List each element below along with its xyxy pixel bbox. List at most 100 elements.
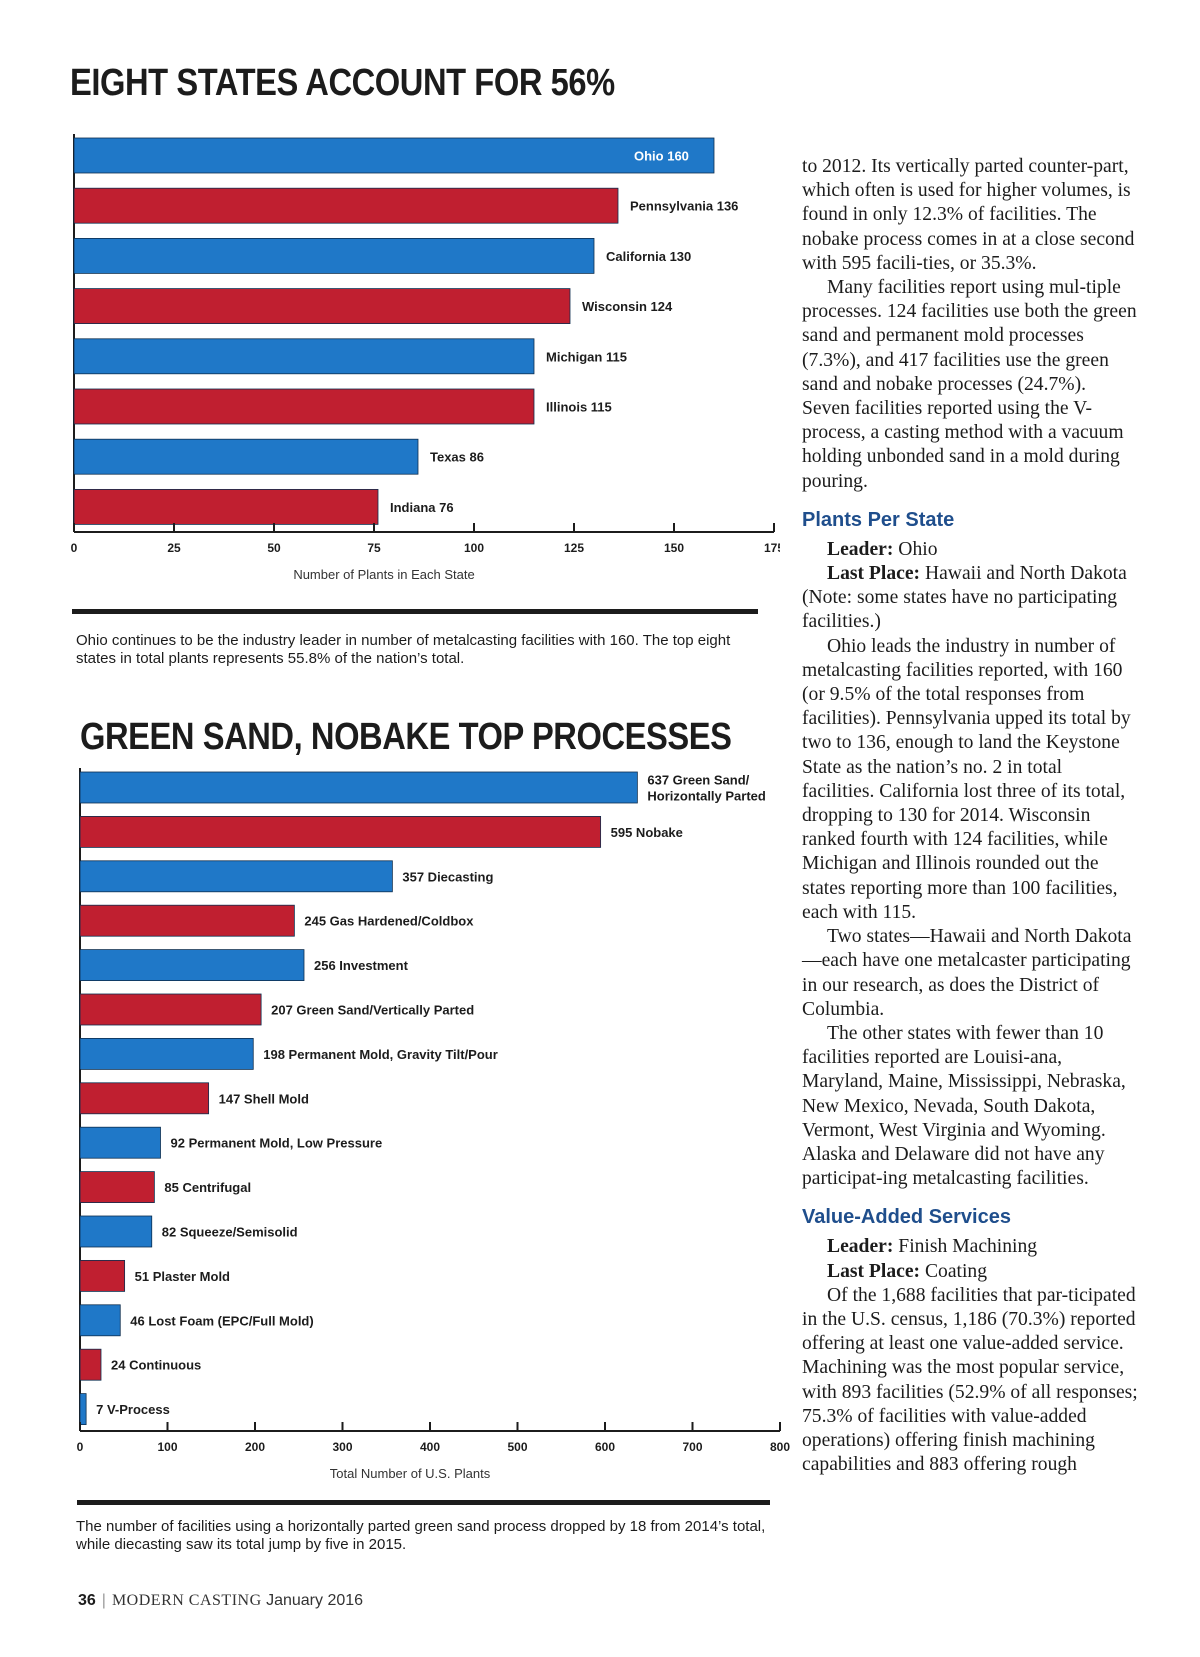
states-bar-chart: Ohio 160 Pennsylvania 136 California 130 Wi… (71, 134, 780, 582)
bar-label: 147 Shell Mold (219, 1091, 309, 1106)
x-tick-label: 0 (77, 1440, 84, 1454)
chart-divider-rule (77, 1500, 770, 1505)
x-tick-label: 25 (167, 541, 181, 555)
bar-nobake (79, 816, 602, 848)
bar-michigan (73, 338, 535, 375)
x-tick-label: 50 (267, 541, 281, 555)
x-tick-label: 75 (367, 541, 381, 555)
bar-shell-mold (79, 1082, 210, 1115)
article-paragraph: The other states with fewer than 10 faci… (802, 1022, 1126, 1190)
x-tick-label: 0 (71, 541, 78, 555)
bar-permanent-mold-low-pressure (79, 1126, 161, 1159)
bar-label: 46 Lost Foam (EPC/Full Mold) (130, 1313, 313, 1328)
bar-ohio (73, 137, 715, 174)
leader-line: Leader: Finish Machining (802, 1235, 1138, 1259)
page-number: 36 (78, 1592, 96, 1609)
chart-title-processes: GREEN SAND, NOBAKE TOP PROCESSES (80, 716, 732, 758)
bar-label: 256 Investment (314, 958, 409, 973)
bar-california (73, 238, 595, 274)
bar-green-sand-horizontally-parted (79, 771, 638, 804)
article-text-column: to 2012. Its vertically parted counter-p… (802, 155, 1138, 1477)
bar-label: 51 Plaster Mold (135, 1269, 230, 1284)
bar-label: 198 Permanent Mold, Gravity Tilt/Pour (263, 1047, 498, 1062)
bar-illinois (73, 388, 535, 425)
leader-label: Leader: (827, 538, 894, 560)
bar-label: 245 Gas Hardened/Coldbox (304, 914, 474, 929)
bar-green-sand-vertically-parted (79, 993, 262, 1026)
processes-chart-caption: The number of facilities using a horizon… (76, 1518, 766, 1553)
bar-investment (79, 949, 305, 982)
magazine-name: MODERN CASTING (111, 1592, 262, 1609)
bar-label: 24 Continuous (111, 1358, 201, 1373)
bar-label: 595 Nobake (611, 825, 683, 840)
last-place-line: Last Place: Coating (802, 1260, 1138, 1284)
x-axis-title: Number of Plants in Each State (293, 567, 474, 582)
bar-label: 85 Centrifugal (164, 1180, 251, 1195)
last-place-label: Last Place: (827, 1260, 921, 1282)
bar-label: Ohio 160 (634, 149, 689, 164)
x-axis-title: Total Number of U.S. Plants (330, 1466, 491, 1481)
bar-label: California 130 (606, 249, 691, 264)
section-heading-value-added-services: Value-Added Services (802, 1206, 1011, 1229)
x-tick-label: 800 (770, 1440, 790, 1454)
article-paragraph: Of the 1,688 facilities that par-ticipat… (802, 1284, 1138, 1476)
x-tick-label: 125 (564, 541, 584, 555)
x-tick-label: 100 (157, 1440, 177, 1454)
bar-label: 7 V-Process (96, 1402, 170, 1417)
bar-label: 207 Green Sand/Vertically Parted (271, 1003, 474, 1018)
bar-permanent-mold-gravity-tilt-pour (79, 1037, 254, 1070)
bar-v-process (79, 1393, 87, 1425)
x-tick-label: 600 (595, 1440, 615, 1454)
last-place-line: Last Place: Hawaii and North Dakota (Not… (802, 562, 1138, 635)
bar-pennsylvania (73, 187, 619, 224)
page-footer: 36 | MODERN CASTING January 2016 (78, 1592, 363, 1610)
chart-title-states: EIGHT STATES ACCOUNT FOR 56% (70, 62, 615, 104)
bar-label: Pennsylvania 136 (630, 199, 738, 214)
section-heading-plants-per-state: Plants Per State (802, 508, 955, 531)
x-tick-label: 400 (420, 1440, 440, 1454)
states-chart-caption: Ohio continues to be the industry leader… (76, 632, 731, 667)
bar-label: 357 Diecasting (402, 869, 493, 884)
last-place-value: Hawaii and North Dakota (Note: some stat… (802, 563, 1127, 633)
leader-label: Leader: (827, 1236, 894, 1258)
bar-lost-foam-epc-full-mold (79, 1304, 121, 1337)
article-paragraph: Many facilities report using mul-tiple p… (802, 277, 1137, 492)
x-tick-label: 500 (507, 1440, 527, 1454)
bar-label: Michigan 115 (546, 349, 627, 364)
last-place-value: Coating (924, 1260, 987, 1282)
bar-centrifugal (79, 1171, 155, 1204)
last-place-label: Last Place: (827, 563, 921, 585)
bar-label: 82 Squeeze/Semisolid (162, 1225, 298, 1240)
bar-label: Horizontally Parted (647, 789, 766, 804)
bar-plaster-mold (79, 1259, 126, 1292)
processes-bar-chart: 637 Green Sand/Horizontally Parted 595 No… (77, 768, 790, 1481)
bar-gas-hardened-coldbox (79, 904, 295, 937)
bar-label: Illinois 115 (546, 400, 612, 415)
article-paragraph: Two states—Hawaii and North Dakota—each … (802, 926, 1132, 1020)
article-paragraph: Ohio leads the industry in number of met… (802, 635, 1131, 923)
footer-separator: | (101, 1592, 106, 1609)
x-tick-label: 700 (682, 1440, 702, 1454)
bar-label: Wisconsin 124 (582, 299, 673, 314)
bar-label: Texas 86 (430, 450, 484, 465)
article-paragraph: to 2012. Its vertically parted counter-p… (802, 156, 1135, 274)
x-tick-label: 300 (332, 1440, 352, 1454)
x-tick-label: 200 (245, 1440, 265, 1454)
issue-date: January 2016 (266, 1592, 364, 1609)
x-tick-label: 100 (464, 541, 484, 555)
bar-indiana (73, 488, 379, 525)
bar-label: 637 Green Sand/ (647, 773, 749, 788)
bar-texas (73, 438, 419, 475)
bar-label: Indiana 76 (390, 500, 454, 515)
bar-diecasting (79, 860, 393, 893)
leader-value: Ohio (898, 538, 938, 560)
bar-squeeze-semisolid (79, 1215, 153, 1248)
x-tick-label: 175 (764, 541, 780, 555)
x-tick-label: 150 (664, 541, 684, 555)
bar-continuous (79, 1348, 102, 1381)
chart-divider-rule (72, 609, 758, 614)
leader-line: Leader: Ohio (802, 538, 1138, 562)
bar-wisconsin (73, 288, 571, 325)
leader-value: Finish Machining (898, 1236, 1038, 1258)
bar-label: 92 Permanent Mold, Low Pressure (171, 1136, 383, 1151)
